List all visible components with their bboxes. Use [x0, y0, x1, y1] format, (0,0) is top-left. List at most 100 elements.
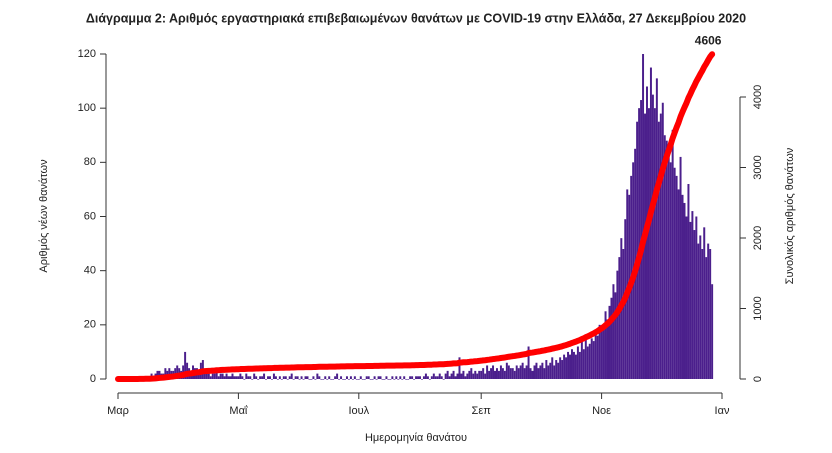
x-axis-label: Ημερομηνία θανάτου [365, 432, 467, 444]
y2-tick-label: 0 [752, 376, 764, 382]
bar [318, 376, 321, 379]
bar [679, 156, 682, 379]
bar [703, 227, 706, 379]
bar [365, 376, 368, 379]
bar [361, 379, 364, 380]
bar [282, 376, 285, 379]
bar [340, 376, 343, 379]
y-tick-label: 0 [90, 373, 96, 385]
bar [636, 121, 639, 379]
bar [395, 376, 398, 379]
bar [245, 373, 248, 379]
bar [411, 376, 414, 379]
bar [215, 370, 218, 379]
bar [604, 311, 607, 379]
bar [367, 376, 370, 379]
bar [618, 257, 621, 379]
y-tick-label: 60 [84, 210, 96, 222]
bar [598, 324, 601, 379]
bar [683, 202, 686, 379]
x-tick-label: Νοε [592, 405, 611, 417]
bar [385, 376, 388, 379]
bar [622, 249, 625, 379]
bar [407, 379, 410, 380]
bar [253, 373, 256, 379]
x-tick-label: Μαΐ [229, 405, 248, 417]
bar [239, 373, 242, 379]
bar [517, 368, 520, 379]
bar [217, 376, 220, 379]
bar [482, 368, 485, 379]
bar [292, 379, 295, 380]
bar [393, 379, 396, 380]
bar [681, 194, 684, 379]
bar [653, 108, 656, 380]
bar [531, 370, 534, 379]
bar [596, 335, 599, 379]
bar [582, 349, 585, 379]
bar [503, 370, 506, 379]
bar [478, 370, 481, 379]
bar [164, 368, 167, 379]
bar [642, 54, 645, 379]
y2-tick-label: 4000 [752, 85, 764, 109]
bar [413, 379, 416, 380]
bar [572, 351, 575, 379]
bar [697, 243, 700, 379]
bar [387, 379, 390, 380]
bar [687, 184, 690, 379]
bar [673, 167, 676, 379]
x-tick-label: Ιουλ [348, 405, 369, 417]
bar [420, 379, 423, 380]
bar [602, 324, 605, 379]
y2-tick-label: 3000 [752, 155, 764, 179]
bar [269, 376, 271, 379]
bar [426, 376, 429, 379]
bar [251, 379, 254, 380]
bar [219, 373, 222, 379]
bar [578, 351, 581, 379]
bar [707, 243, 710, 379]
bar [586, 346, 589, 379]
bar [446, 370, 449, 379]
bar [671, 129, 674, 379]
bar [499, 365, 502, 379]
x-tick-label: Ιαν [715, 405, 730, 417]
bar [569, 354, 571, 379]
bar [428, 379, 431, 380]
bar [310, 379, 313, 380]
bar [255, 376, 258, 379]
bar [492, 365, 495, 379]
bar [638, 108, 641, 380]
bar [545, 360, 548, 379]
y-tick-label: 20 [84, 319, 96, 331]
bar [533, 365, 536, 379]
y-tick-label: 80 [84, 156, 96, 168]
bar [184, 351, 187, 379]
bar [349, 376, 352, 379]
bar [371, 379, 374, 380]
bar [523, 368, 526, 379]
bar [377, 376, 380, 379]
bar [505, 362, 508, 379]
bar [306, 376, 309, 379]
bar [359, 376, 362, 379]
bar [383, 379, 386, 380]
bar [486, 365, 489, 379]
bar [557, 362, 560, 379]
bar [221, 373, 224, 379]
bar [442, 379, 445, 380]
bar [409, 376, 412, 379]
bar [403, 376, 406, 379]
bar [389, 379, 392, 380]
bar [565, 357, 568, 379]
bar [296, 376, 299, 379]
bar [302, 379, 305, 380]
bar [659, 113, 662, 379]
bar [494, 370, 496, 379]
bar [655, 78, 658, 379]
y2-tick-label: 1000 [752, 296, 764, 320]
bar [415, 376, 418, 379]
bar [553, 365, 556, 379]
bar [241, 376, 244, 379]
